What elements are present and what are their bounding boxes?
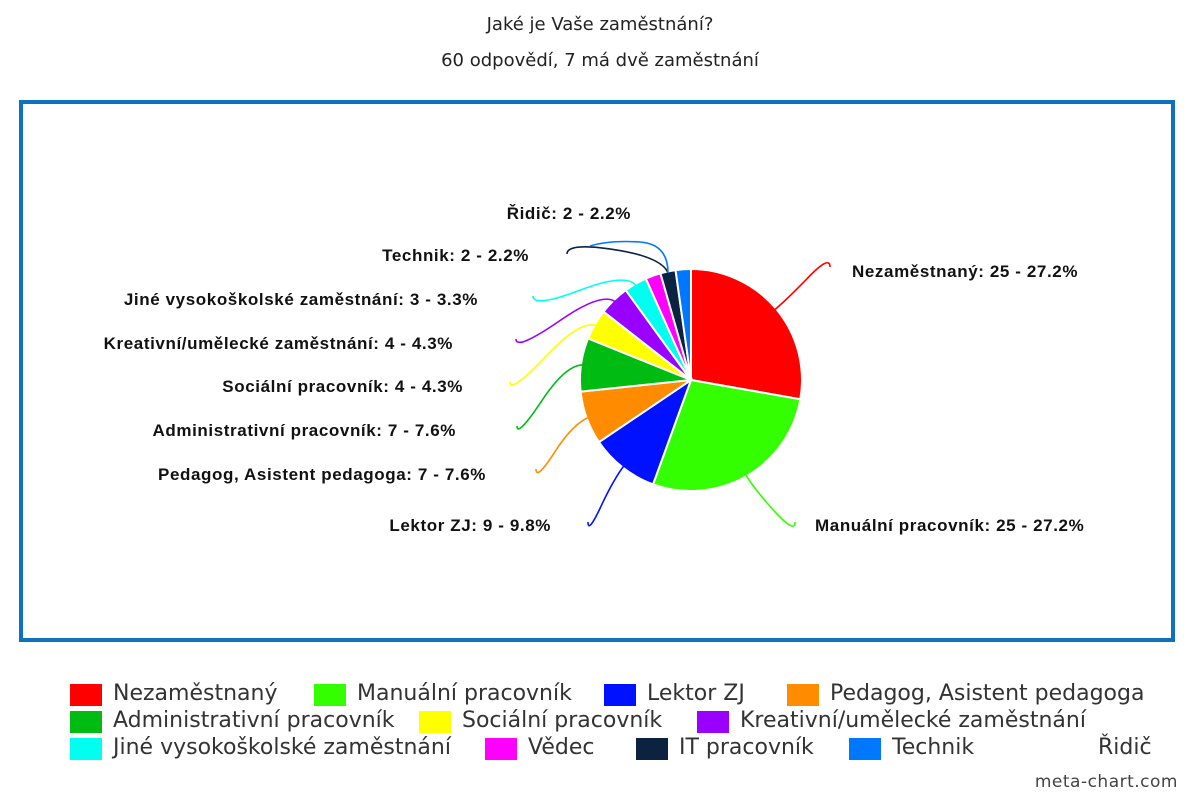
pie-slice-technik[interactable]	[674, 267, 692, 381]
data-label-administrativni-pracovnik: Administrativní pracovník: 7 - 7.6%	[153, 421, 456, 440]
legend-label: Sociální pracovník	[462, 708, 663, 733]
leader-line-jine-vysokoskolske-zamestnani	[532, 279, 639, 302]
legend-swatch	[787, 684, 819, 706]
leader-line-top	[589, 240, 669, 274]
data-label-nezamestnany: Nezaměstnaný: 25 - 27.2%	[852, 262, 1078, 281]
legend-swatch	[314, 684, 346, 706]
legend-swatch	[70, 738, 102, 760]
legend-swatch	[604, 684, 636, 706]
legend-swatch	[419, 711, 451, 733]
data-label-lektor-zj: Lektor ZJ: 9 - 9.8%	[389, 516, 551, 535]
leader-line-kreativni-umelecke-zamestnani	[515, 298, 618, 344]
legend-swatch	[697, 711, 729, 733]
legend-label: Lektor ZJ	[647, 681, 745, 706]
legend-swatch	[70, 711, 102, 733]
legend-swatch	[485, 738, 517, 760]
legend-label: Řidič	[1098, 735, 1152, 760]
data-label-technik: Řidič: 2 - 2.2%	[507, 204, 631, 223]
legend-label: Vědec	[528, 735, 595, 760]
legend-label: Pedagog, Asistent pedagoga	[830, 681, 1145, 706]
legend-swatch	[849, 738, 881, 760]
legend-swatch	[70, 684, 102, 706]
pie-slice-nezamestnany[interactable]	[690, 267, 803, 401]
legend-label: Manuální pracovník	[357, 681, 572, 706]
leader-line-manualni-pracovnik	[743, 472, 796, 527]
legend-label: IT pracovník	[679, 735, 814, 760]
legend-label: Administrativní pracovník	[113, 708, 395, 733]
legend-label: Kreativní/umělecké zaměstnání	[740, 708, 1086, 733]
leader-line-socialni-pracovnik	[509, 324, 599, 386]
data-label-socialni-pracovnik: Sociální pracovník: 4 - 4.3%	[222, 377, 463, 396]
leader-line-it-pracovnik	[566, 246, 670, 276]
legend-label: Jiné vysokoškolské zaměstnání	[113, 735, 451, 760]
legend-label: Technik	[892, 735, 975, 760]
leader-line-administrativni-pracovnik	[516, 364, 586, 430]
data-label-jine-vysokoskolske-zamestnani: Jiné vysokoškolské zaměstnání: 3 - 3.3%	[124, 290, 478, 309]
data-label-it-pracovnik: Technik: 2 - 2.2%	[382, 246, 529, 265]
data-label-manualni-pracovnik: Manuální pracovník: 25 - 27.2%	[815, 516, 1084, 535]
leader-line-lektor-zj	[587, 463, 626, 527]
legend-swatch	[636, 738, 668, 760]
footer-credit[interactable]: meta-chart.com	[1034, 772, 1178, 792]
data-label-kreativni-umelecke-zamestnani: Kreativní/umělecké zaměstnání: 4 - 4.3%	[104, 334, 453, 353]
chart-title: Jaké je Vaše zaměstnání?	[486, 14, 714, 35]
leader-line-pedagog-asistent-pedagoga	[535, 415, 591, 474]
legend-label: Nezaměstnaný	[113, 681, 278, 706]
leader-line-nezamestnany	[772, 261, 831, 312]
plot-frame	[19, 100, 1175, 642]
data-label-pedagog-asistent-pedagoga: Pedagog, Asistent pedagoga: 7 - 7.6%	[158, 465, 486, 484]
chart-subtitle: 60 odpovědí, 7 má dvě zaměstnání	[441, 50, 759, 71]
